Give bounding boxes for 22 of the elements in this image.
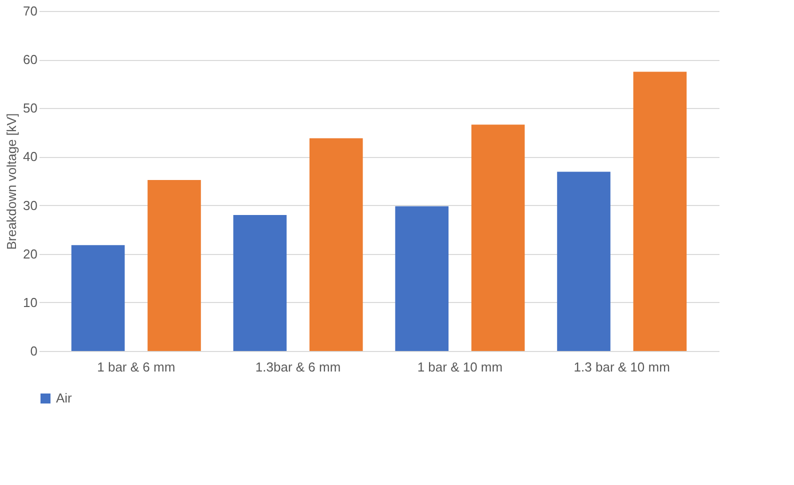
y-tick-label: 10 (23, 294, 38, 310)
x-tick-label: 1.3bar & 6 mm (255, 360, 341, 374)
y-tick-label: 30 (23, 198, 38, 213)
y-tick-label: 20 (23, 246, 38, 262)
y-tick-label: 50 (23, 100, 38, 116)
bar (148, 180, 201, 351)
y-tick-label: 0 (30, 344, 38, 358)
bar (557, 172, 610, 351)
bar (309, 138, 363, 351)
bar (395, 206, 449, 351)
legend-label: Air (56, 390, 73, 406)
bar (633, 72, 687, 351)
bar (471, 124, 525, 351)
x-tick-label: 1.3 bar & 10 mm (574, 360, 670, 374)
x-tick-label: 1 bar & 10 mm (417, 360, 503, 374)
bar (71, 245, 125, 351)
y-tick-label: 60 (23, 52, 38, 68)
y-tick-label: 70 (23, 4, 38, 18)
y-axis-title: Breakdown voltage [kV] (4, 113, 20, 250)
bar (233, 215, 287, 351)
y-tick-label: 40 (23, 149, 38, 164)
x-tick-label: 1 bar & 6 mm (97, 360, 176, 374)
